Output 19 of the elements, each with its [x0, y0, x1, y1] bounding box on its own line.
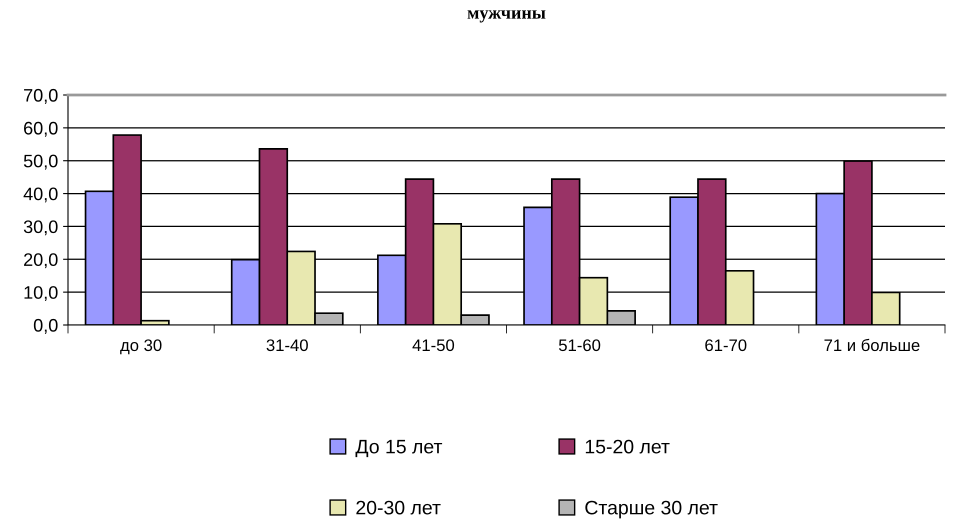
x-tick-label: 61-70 [705, 339, 746, 352]
x-tick-label: 71 и больше [824, 338, 920, 352]
legend-label: 20-30 лет [356, 500, 441, 514]
y-tick-label: 70,0 [24, 88, 58, 104]
legend-label: 15-20 лет [586, 440, 670, 454]
y-tick-label: 40,0 [24, 188, 58, 202]
x-tick-label: 41-50 [412, 339, 454, 352]
x-tick-label: до 30 [120, 339, 162, 354]
legend-label: Старше 30 лет [585, 500, 718, 518]
y-tick-label: 30,0 [24, 220, 58, 236]
y-tick-label: 60,0 [24, 122, 58, 137]
y-tick-label: 50,0 [24, 154, 58, 170]
x-tick-label: 31-40 [266, 339, 308, 352]
chart-title: мужчины [468, 10, 546, 23]
legend-label: До 15 лет [356, 440, 442, 458]
y-tick-label: 20,0 [24, 253, 58, 268]
x-tick-label: 51-60 [558, 339, 600, 352]
y-tick-label: 10,0 [24, 286, 58, 301]
y-tick-label: 0,0 [34, 318, 58, 334]
